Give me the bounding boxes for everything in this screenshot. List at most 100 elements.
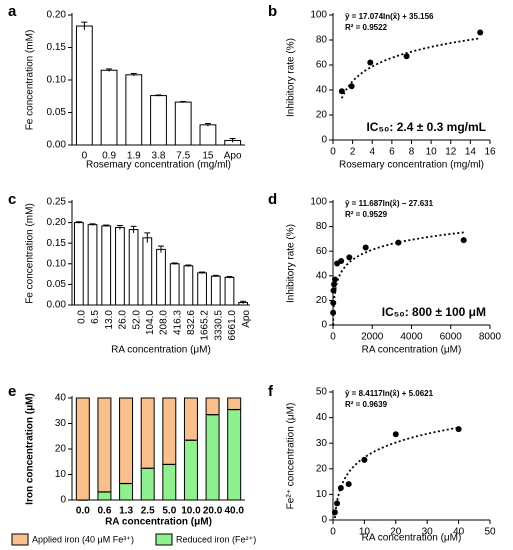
x-tick-label: 52.0 [131,310,142,330]
x-tick-label: 0.6 [97,506,111,517]
x-tick-label: 10 [426,147,438,158]
x-tick-label: 3330.5 [213,310,224,341]
y-tick-label: 40 [55,393,67,404]
x-tick-label: 7.5 [176,151,190,162]
x-tick-label: 12 [445,147,457,158]
r-squared: R² = 0.9529 [345,210,388,219]
point [348,83,355,90]
y-tick-label: 30 [316,438,328,449]
bar [224,276,235,306]
x-tick-label: 26.0 [118,310,129,330]
fit-curve [334,426,459,519]
bar [87,224,98,306]
y-tick-label: 40 [316,412,328,423]
x-tick-label: Apo [241,310,252,328]
y-tick-label: 30 [55,418,67,429]
x-tick-label: 4000 [400,332,423,343]
bar [197,272,207,306]
bar-segment [75,397,90,501]
point [345,481,352,488]
x-axis-label: RA concentration (μM) [362,345,462,356]
panel-letter: b [268,3,277,20]
point [362,244,369,251]
y-axis-label: Fe²⁺ concentration (μM) [286,403,297,510]
legend-swatch [11,533,29,546]
x-axis-label: RA concentration (μM) [362,533,462,544]
point [395,239,402,246]
equation: ŷ = 11.687ln(x̂) − 27.631 [345,199,434,208]
x-tick-label: Apo [224,151,242,162]
y-tick-label: 0.10 [47,258,67,269]
bar-segment [140,397,155,469]
x-tick-label: 1.3 [119,506,133,517]
x-tick-label: 6.5 [90,310,101,324]
panel-letter: c [8,191,16,208]
bar [210,275,221,306]
x-axis-label: RA concentration (μM) [111,345,211,356]
y-tick-label: 10 [55,469,67,480]
x-tick-label: 6000 [440,332,463,343]
y-axis-label: Fe concentration (mM) [25,30,36,131]
point [392,431,399,438]
y-tick-label: 20 [316,463,328,474]
bar-segment [97,491,112,501]
x-tick-label: 16 [484,147,496,158]
x-tick-label: 416.3 [172,310,183,335]
bar-segment [183,397,198,441]
bar [169,263,180,306]
point [330,309,337,316]
y-tick-label: 80 [316,221,328,232]
equation: ŷ = 17.074ln(x̂) + 35.156 [345,12,434,21]
y-tick-label: 0.15 [47,238,67,249]
y-tick-label: 100 [310,10,327,21]
bar-segment [162,397,177,465]
x-tick-label: 10 [359,527,371,538]
y-tick-label: 100 [310,197,327,208]
y-tick-label: 0.05 [47,107,67,118]
ic50: IC₅₀: 800 ± 100 μM [382,305,486,319]
panel-letter: f [268,383,274,400]
y-tick-label: 0.20 [47,217,67,228]
x-tick-label: 832.6 [186,310,197,335]
x-tick-label: 40.0 [224,506,244,517]
x-tick-label: 1.9 [127,151,141,162]
point [361,456,368,463]
y-tick-label: 60 [316,246,328,257]
y-axis-label: Inhibitory rate (%) [286,38,297,117]
x-tick-label: 50 [484,527,496,538]
bar [125,74,143,146]
x-tick-label: 14 [465,147,477,158]
bar-segment [227,397,242,410]
x-tick-label: 10.0 [181,506,201,517]
y-tick-label: 0.15 [47,42,67,53]
x-tick-label: 15 [202,151,214,162]
bar-segment [97,397,112,493]
point [338,258,345,265]
x-tick-label: 2.5 [141,506,155,517]
x-tick-label: 1665.2 [200,310,211,341]
x-tick-label: 2000 [361,332,384,343]
x-tick-label: 0 [82,151,88,162]
panel-letter: d [268,191,277,208]
ic50: IC₅₀: 2.4 ± 0.3 mg/mL [366,120,486,134]
y-tick-label: 0 [60,495,66,506]
x-tick-label: 20.0 [203,506,223,517]
bar [199,124,217,146]
x-tick-label: 208.0 [159,310,170,335]
y-tick-label: 20 [316,110,328,121]
x-tick-label: 4 [369,147,375,158]
x-tick-label: 6661.0 [227,310,238,341]
bar [73,222,84,306]
legend-label: Reduced iron (Fe²⁺) [176,534,256,544]
y-tick-label: 0.20 [47,10,67,21]
bar-segment [162,463,177,501]
y-tick-label: 0.00 [47,300,67,311]
point [403,53,410,60]
legend-label: Applied iron (40 μM Fe³⁺) [32,534,134,544]
x-tick-label: 0 [330,147,336,158]
point [460,237,467,244]
x-tick-label: 13.0 [104,310,115,330]
point [332,276,339,283]
bar [150,95,167,146]
